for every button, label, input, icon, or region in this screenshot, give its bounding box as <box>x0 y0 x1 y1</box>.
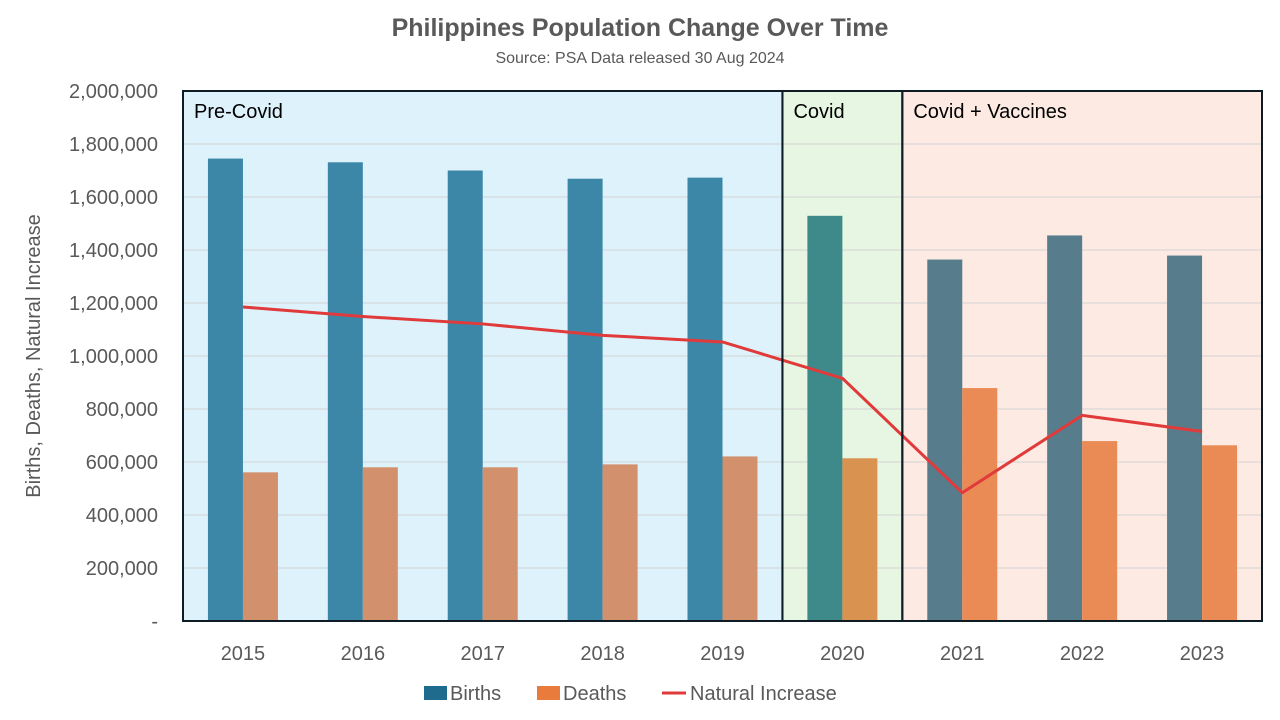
region-label: Covid <box>793 101 844 123</box>
deaths-bar <box>362 467 398 621</box>
bars <box>207 158 1238 622</box>
y-tick-label: 400,000 <box>86 505 158 527</box>
y-tick-label: 1,000,000 <box>69 346 158 368</box>
region-label: Pre-Covid <box>194 101 283 123</box>
x-tick-label: 2022 <box>1060 643 1105 665</box>
y-tick-label: - <box>151 611 158 633</box>
births-bar <box>207 158 243 621</box>
natural-increase-line <box>242 305 1203 495</box>
y-tick-label: 600,000 <box>86 452 158 474</box>
births-bar <box>807 215 843 621</box>
x-tick-label: 2019 <box>700 643 745 665</box>
x-tick-label: 2021 <box>940 643 985 665</box>
legend-natural-increase-label: Natural Increase <box>690 683 837 705</box>
births-bar <box>1167 255 1203 621</box>
deaths-bar <box>1082 441 1118 621</box>
y-tick-label: 1,800,000 <box>69 134 158 156</box>
deaths-bar <box>842 458 878 621</box>
y-tick-label: 800,000 <box>86 399 158 421</box>
deaths-bar <box>722 456 758 621</box>
deaths-bar <box>962 388 998 621</box>
y-axis-ticks: - 200,000 400,000 600,000 800,000 1,000,000 1,… <box>69 81 158 633</box>
chart-subtitle: Source: PSA Data released 30 Aug 2024 <box>495 50 784 67</box>
y-tick-label: 2,000,000 <box>69 81 158 103</box>
region-frames <box>182 90 1263 622</box>
y-axis-label: Births, Deaths, Natural Increase <box>23 214 45 497</box>
deaths-bar <box>482 467 518 621</box>
region-label: Covid + Vaccines <box>913 101 1067 123</box>
x-tick-label: 2018 <box>580 643 625 665</box>
legend-births-swatch <box>424 686 447 700</box>
births-bar <box>327 162 363 621</box>
x-axis-ticks: 2015 2016 2017 2018 2019 2020 2021 2022 2023 <box>221 643 1225 665</box>
x-tick-label: 2017 <box>460 643 505 665</box>
x-tick-label: 2020 <box>820 643 865 665</box>
y-tick-label: 1,600,000 <box>69 187 158 209</box>
legend-deaths-label: Deaths <box>563 683 626 705</box>
y-tick-label: 1,400,000 <box>69 240 158 262</box>
births-bar <box>447 170 483 621</box>
x-tick-label: 2016 <box>341 643 386 665</box>
legend-deaths-swatch <box>537 686 560 700</box>
deaths-bar <box>602 464 638 621</box>
deaths-bar <box>1202 445 1238 621</box>
births-bar <box>567 178 603 621</box>
x-tick-label: 2015 <box>221 643 266 665</box>
births-bar <box>687 177 723 621</box>
chart-title: Philippines Population Change Over Time <box>392 14 889 42</box>
natural-increase-line-group <box>242 305 1203 495</box>
legend: Births Deaths Natural Increase <box>424 683 837 705</box>
y-tick-label: 200,000 <box>86 558 158 580</box>
births-bar <box>927 259 963 621</box>
region-frame <box>901 90 1263 622</box>
y-tick-label: 1,200,000 <box>69 293 158 315</box>
x-tick-label: 2023 <box>1180 643 1225 665</box>
deaths-bar <box>242 472 278 621</box>
legend-births-label: Births <box>450 683 501 705</box>
